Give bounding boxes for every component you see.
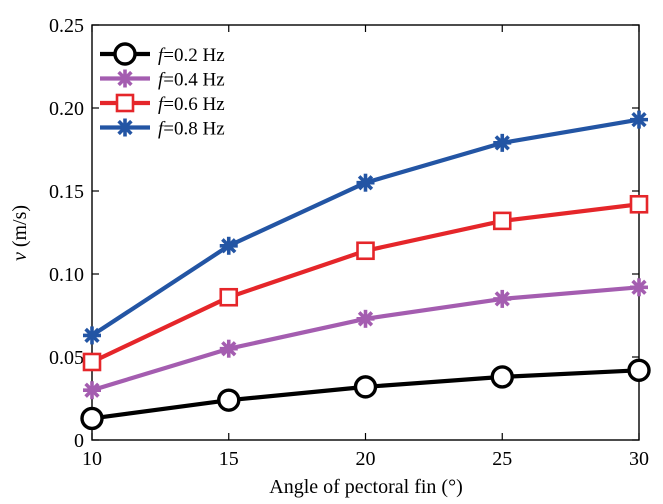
asterisk-marker (116, 69, 134, 88)
x-tick-label: 25 (492, 448, 512, 470)
square-marker (115, 93, 135, 113)
series-f-0-8-hz (83, 110, 648, 345)
asterisk-marker (219, 236, 238, 255)
legend-item: f=0.6 Hz (100, 93, 225, 115)
y-axis: 0 0.05 0.10 0.15 0.20 0.25 (49, 15, 639, 452)
series-layer (80, 110, 651, 431)
series-f-0-2-hz (80, 358, 651, 431)
asterisk-center (497, 294, 507, 304)
x-tick-label: 20 (356, 448, 376, 470)
x-tick-label: 30 (629, 448, 649, 470)
asterisk-center (634, 115, 644, 125)
asterisk-center (224, 344, 234, 354)
asterisk-center (224, 241, 234, 251)
x-axis-title: Angle of pectoral fin (°) (269, 476, 462, 498)
asterisk-center (361, 314, 370, 324)
legend-label: f=0.2 Hz (158, 45, 225, 66)
legend-label: f=0.4 Hz (158, 70, 225, 91)
asterisk-center (87, 330, 97, 340)
asterisk-center (497, 138, 507, 148)
asterisk-center (120, 123, 130, 132)
circle-marker (113, 42, 137, 66)
circle-marker (217, 388, 241, 412)
x-tick-label: 10 (82, 448, 102, 470)
y-axis-unit: (m/s) (9, 205, 31, 247)
asterisk-center (634, 282, 644, 292)
y-tick-label: 0.10 (49, 264, 84, 286)
asterisk-marker (116, 118, 134, 137)
asterisk-marker (493, 133, 512, 152)
y-tick-label: 0.20 (49, 98, 84, 120)
square-marker (492, 211, 512, 231)
y-tick-label: 0 (74, 430, 84, 452)
series-f-0-4-hz (83, 278, 648, 400)
square-marker (629, 194, 649, 214)
legend-label: f=0.6 Hz (158, 94, 225, 115)
asterisk-marker (356, 309, 375, 328)
asterisk-marker (630, 110, 648, 129)
circle-marker (353, 375, 378, 399)
asterisk-marker (493, 289, 512, 308)
asterisk-marker (219, 339, 238, 358)
y-axis-symbol: v (9, 252, 31, 261)
asterisk-marker (83, 326, 101, 345)
square-marker (82, 352, 102, 372)
asterisk-center (361, 178, 370, 188)
square-marker (356, 241, 375, 261)
y-tick-label: 0.05 (49, 347, 84, 369)
asterisk-marker (630, 278, 648, 297)
square-marker (219, 287, 239, 307)
legend-item: f=0.2 Hz (100, 42, 225, 66)
legend-label: f=0.8 Hz (158, 119, 225, 140)
legend-item: f=0.4 Hz (100, 69, 225, 91)
x-tick-label: 15 (219, 448, 239, 470)
legend-item: f=0.8 Hz (100, 118, 225, 140)
series-line (90, 117, 640, 338)
asterisk-marker (356, 173, 375, 192)
legend: f=0.2 Hz f=0.4 Hz f=0.6 Hz f=0.8 Hz (100, 42, 225, 140)
asterisk-center (87, 385, 97, 395)
y-tick-label: 0.25 (49, 15, 84, 37)
x-axis: 10 15 20 25 30 (82, 25, 649, 470)
y-axis-title: v (m/s) (9, 205, 31, 261)
circle-marker (490, 365, 514, 389)
circle-marker (80, 406, 104, 431)
asterisk-center (120, 74, 130, 83)
y-tick-label: 0.15 (49, 181, 84, 203)
circle-marker (627, 358, 651, 382)
asterisk-marker (83, 381, 101, 400)
series-f-0-6-hz (82, 194, 649, 372)
